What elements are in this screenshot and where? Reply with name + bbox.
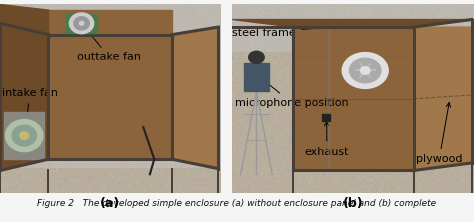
Text: plywood: plywood — [416, 103, 463, 164]
Text: intake fan: intake fan — [2, 88, 58, 131]
Circle shape — [74, 17, 89, 30]
Bar — [4, 112, 44, 159]
Circle shape — [20, 132, 28, 139]
Circle shape — [349, 58, 381, 83]
Text: exhaust: exhaust — [305, 121, 349, 157]
Text: (b): (b) — [343, 197, 364, 210]
Text: (a): (a) — [100, 197, 120, 210]
Polygon shape — [292, 27, 413, 170]
Text: microphone position: microphone position — [235, 77, 348, 108]
Circle shape — [342, 53, 388, 88]
Polygon shape — [0, 23, 48, 170]
Text: outtake fan: outtake fan — [77, 26, 141, 62]
Polygon shape — [232, 20, 472, 27]
Polygon shape — [0, 4, 48, 35]
Circle shape — [12, 125, 36, 146]
Polygon shape — [48, 35, 172, 159]
Text: steel frame: steel frame — [232, 24, 349, 38]
Circle shape — [360, 67, 370, 74]
Bar — [66, 14, 97, 33]
Polygon shape — [413, 27, 472, 170]
Bar — [245, 63, 268, 91]
Bar — [322, 114, 330, 121]
Polygon shape — [48, 10, 172, 35]
Polygon shape — [172, 27, 218, 169]
Circle shape — [79, 22, 84, 25]
Circle shape — [69, 13, 94, 34]
Text: Figure 2   The developed simple enclosure (a) without enclosure panel and (b) co: Figure 2 The developed simple enclosure … — [37, 199, 437, 208]
Circle shape — [6, 119, 43, 152]
Circle shape — [249, 51, 264, 63]
